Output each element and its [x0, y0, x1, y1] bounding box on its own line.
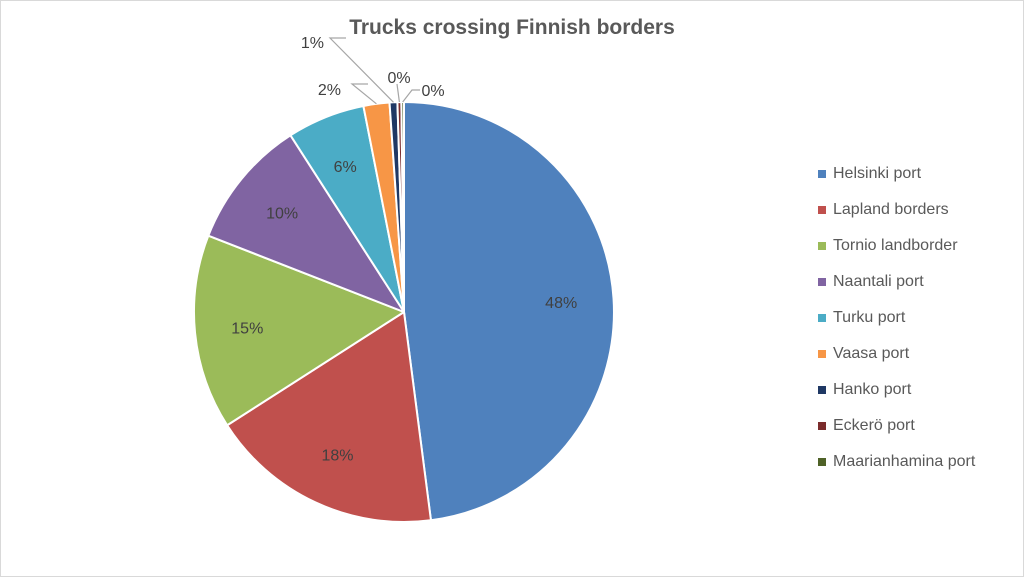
data-label-lapland-borders: 18% [321, 448, 353, 465]
legend-swatch [818, 242, 826, 250]
data-label-naantali-port: 10% [266, 205, 298, 222]
legend-item-naantali-port: Naantali port [818, 264, 975, 300]
legend-item-lapland-borders: Lapland borders [818, 192, 975, 228]
pie-slice-naantali-port [207, 134, 405, 313]
pie-slice-tornio-landborder [193, 234, 405, 427]
legend-swatch [818, 458, 826, 466]
leader-line-maarianhamina-port [402, 89, 420, 103]
legend-swatch [818, 314, 826, 322]
legend-label: Maarianhamina port [833, 453, 976, 470]
legend: Helsinki port Lapland borders Tornio landb… [818, 156, 975, 480]
legend-label: Turku port [833, 309, 906, 326]
data-label-maarianhamina-port: 0% [421, 83, 444, 100]
chart-title: Trucks crossing Finnish borders [349, 16, 675, 39]
legend-label: Naantali port [833, 273, 924, 290]
leader-line-hanko-port [328, 37, 394, 103]
legend-label: Tornio landborder [833, 237, 958, 254]
data-label-eckero-port: 0% [387, 70, 410, 87]
legend-label: Hanko port [833, 381, 912, 398]
data-label-turku-port: 6% [334, 159, 357, 176]
data-label-helsinki-port: 48% [545, 295, 577, 312]
legend-label: Lapland borders [833, 201, 949, 218]
legend-swatch [818, 350, 826, 358]
legend-swatch [818, 206, 826, 214]
data-label-vaasa-port: 2% [318, 82, 341, 99]
legend-item-eckero-port: Eckerö port [818, 408, 975, 444]
leader-line-eckero-port [396, 83, 400, 103]
pie-slice-maarianhamina-port [400, 101, 405, 313]
legend-swatch [818, 422, 826, 430]
legend-swatch [818, 278, 826, 286]
legend-item-vaasa-port: Vaasa port [818, 336, 975, 372]
pie-slice-lapland-borders [226, 311, 432, 523]
legend-item-hanko-port: Hanko port [818, 372, 975, 408]
data-label-tornio-landborder: 15% [231, 321, 263, 338]
pie-slice-helsinki-port [403, 101, 615, 522]
legend-item-turku-port: Turku port [818, 300, 975, 336]
legend-item-tornio-landborder: Tornio landborder [818, 228, 975, 264]
legend-label: Vaasa port [833, 345, 910, 362]
legend-swatch [818, 170, 826, 178]
data-label-hanko-port: 1% [301, 35, 324, 52]
leader-line-vaasa-port [350, 83, 377, 105]
legend-item-helsinki-port: Helsinki port [818, 156, 975, 192]
legend-swatch [818, 386, 826, 394]
legend-label: Eckerö port [833, 417, 915, 434]
legend-item-maarianhamina-port: Maarianhamina port [818, 444, 975, 480]
legend-label: Helsinki port [833, 165, 922, 182]
